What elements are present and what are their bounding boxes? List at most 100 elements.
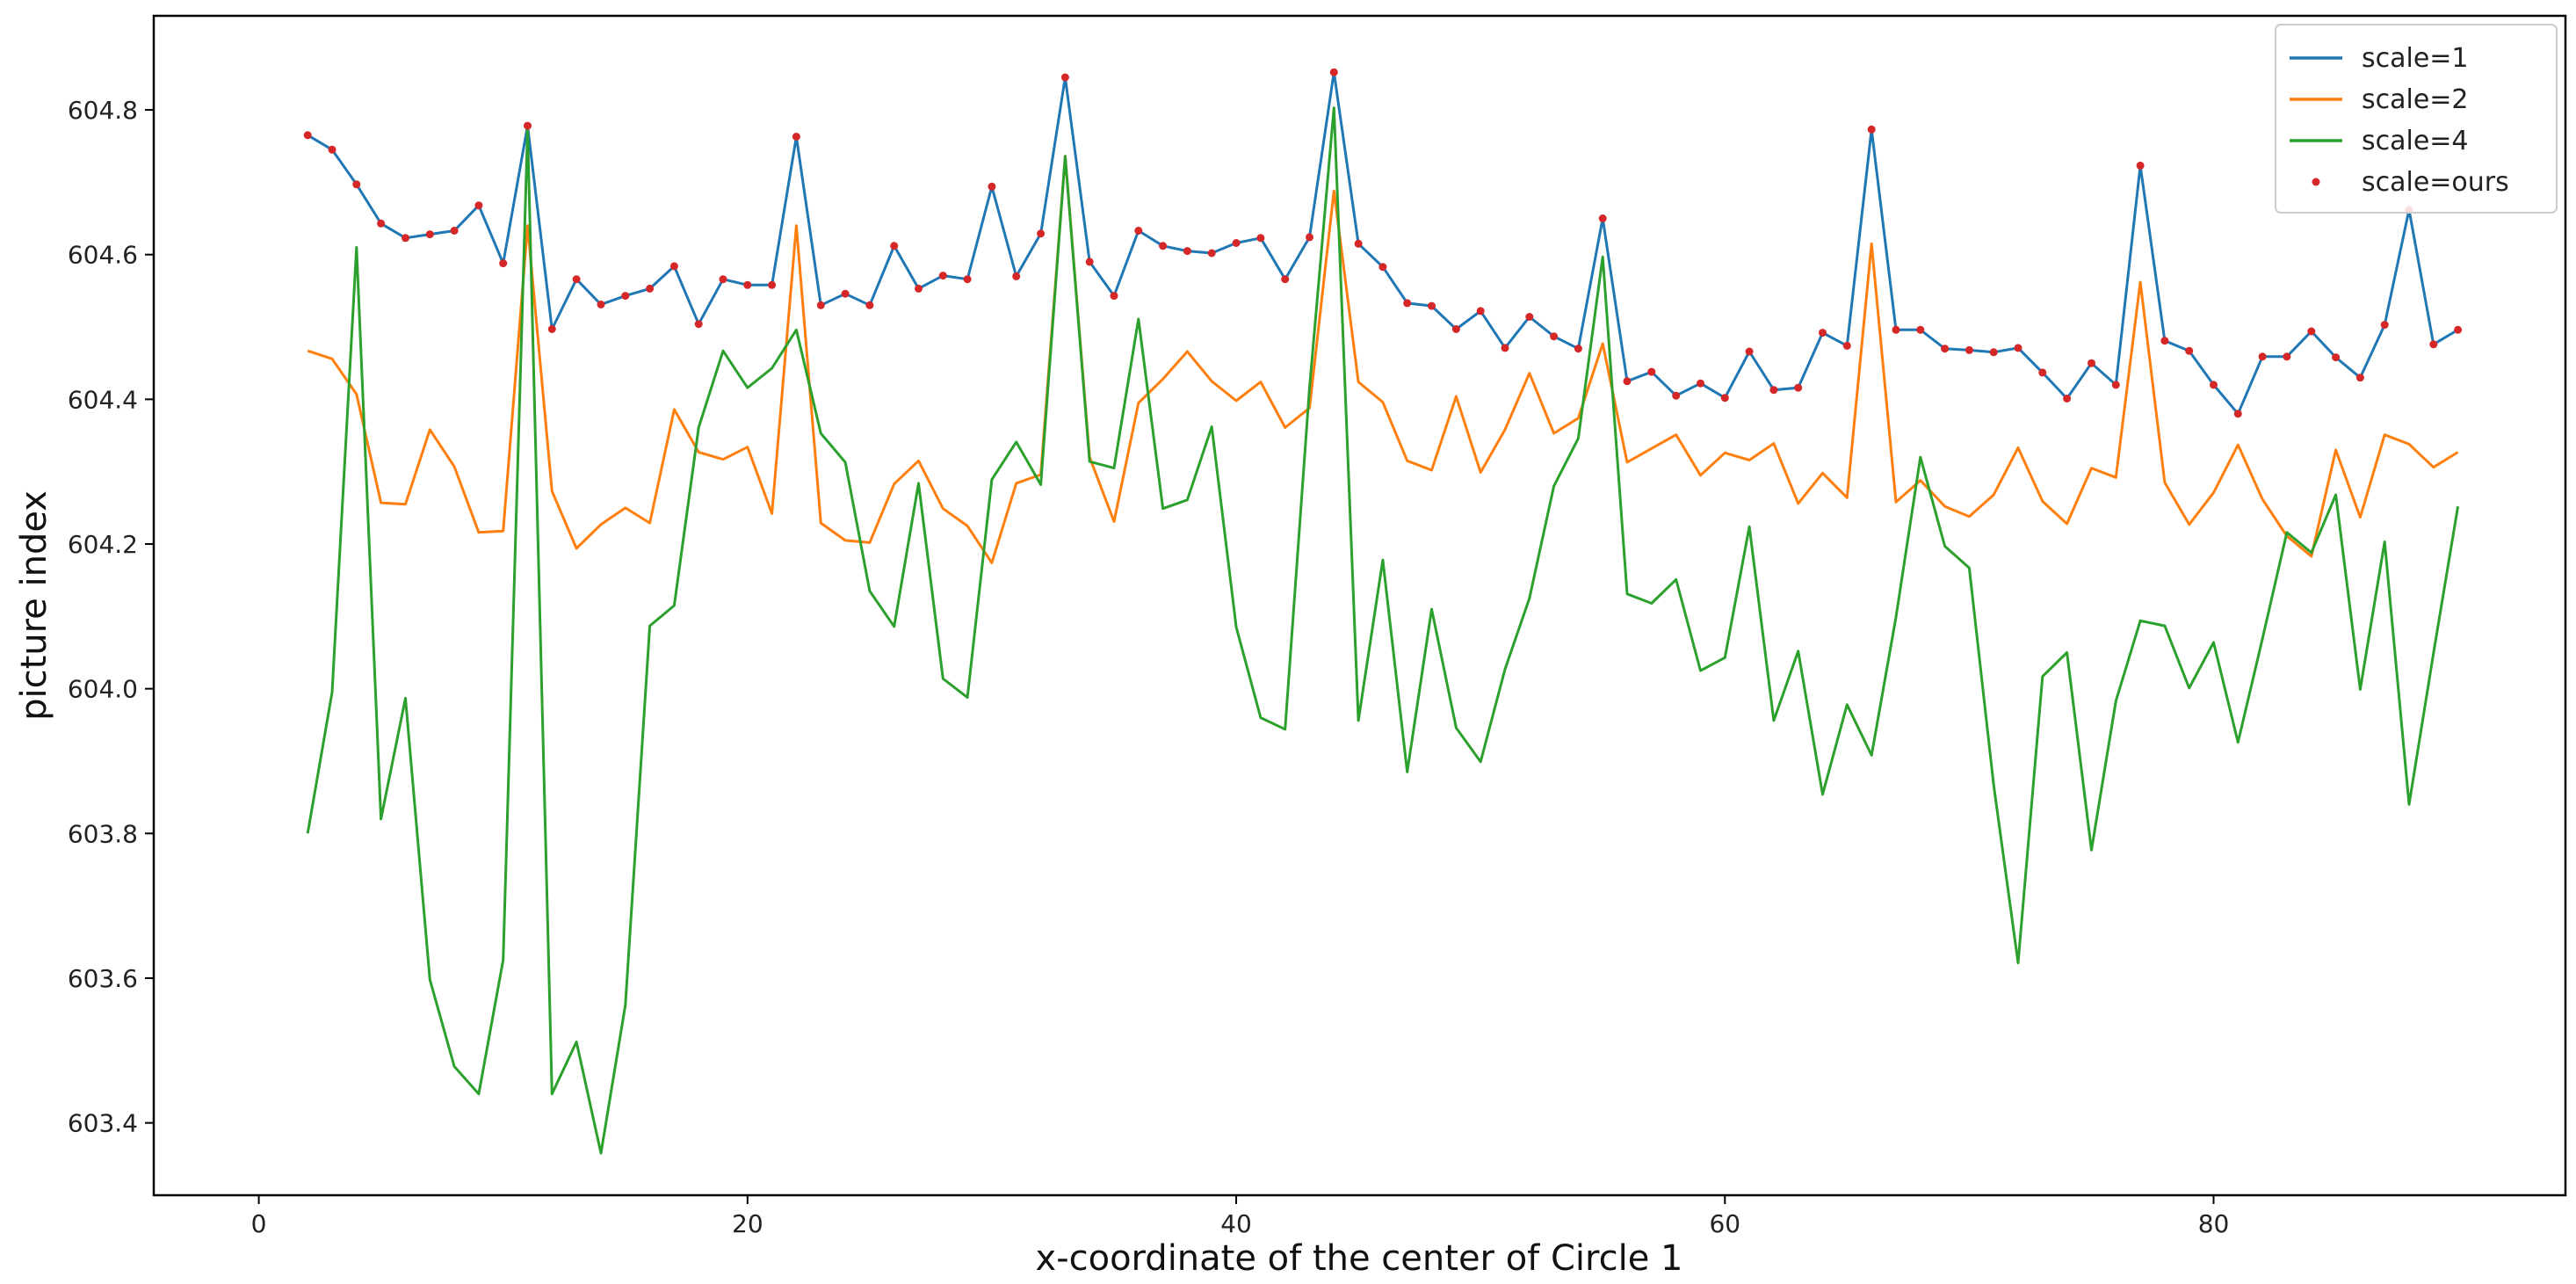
data-point-scale-ours (1403, 299, 1412, 308)
data-point-scale-ours (1697, 379, 1704, 388)
series-line-scale-2 (307, 155, 2459, 564)
y-axis-label: picture index (14, 490, 54, 721)
data-point-scale-ours (1892, 325, 1900, 334)
legend-label-scale-1: scale=1 (2362, 43, 2469, 74)
data-point-scale-ours (450, 227, 459, 235)
data-point-scale-ours (1941, 345, 1950, 353)
data-point-scale-ours (1134, 227, 1143, 235)
data-point-scale-ours (1794, 383, 1803, 392)
data-point-scale-ours (719, 275, 727, 284)
data-point-scale-ours (303, 131, 312, 140)
y-tick-label: 604.0 (68, 675, 138, 704)
data-point-scale-ours (1329, 68, 1338, 76)
x-tick-label: 40 (1220, 1209, 1252, 1238)
data-point-scale-ours (1183, 247, 1191, 256)
data-point-scale-ours (2160, 337, 2169, 345)
data-point-scale-ours (1647, 367, 1656, 376)
data-point-scale-ours (524, 121, 532, 130)
series-layer (303, 68, 2463, 1155)
data-point-scale-ours (890, 242, 899, 250)
data-point-scale-ours (792, 133, 800, 141)
data-point-scale-ours (2014, 344, 2022, 352)
data-point-scale-ours (1159, 242, 1168, 250)
data-point-scale-ours (1525, 313, 1534, 321)
data-point-scale-ours (1012, 272, 1021, 280)
data-point-scale-ours (2454, 325, 2463, 334)
y-tick-label: 604.4 (68, 385, 138, 414)
data-point-scale-ours (1378, 263, 1387, 272)
data-point-scale-ours (1598, 214, 1607, 222)
data-point-scale-ours (425, 230, 434, 239)
x-axis: 0 20 40 60 80 (251, 1195, 2229, 1238)
data-point-scale-ours (572, 275, 581, 284)
data-point-scale-ours (768, 280, 777, 289)
legend-label-scale-2: scale=2 (2362, 84, 2469, 115)
data-point-scale-ours (1574, 345, 1582, 353)
data-point-scale-ours (328, 145, 336, 154)
legend-box (2275, 24, 2558, 214)
data-point-scale-ours (1232, 239, 1241, 247)
data-point-scale-ours (597, 301, 605, 308)
data-point-scale-ours (2111, 381, 2120, 389)
data-point-scale-ours (2088, 359, 2095, 367)
data-point-scale-ours (2429, 340, 2438, 349)
data-point-scale-ours (474, 201, 483, 210)
data-point-scale-ours (669, 262, 678, 271)
data-point-scale-ours (2258, 352, 2267, 361)
data-point-scale-ours (865, 301, 874, 309)
data-point-scale-ours (1451, 325, 1460, 333)
data-point-scale-ours (1476, 307, 1485, 316)
data-point-scale-ours (621, 292, 630, 301)
data-point-scale-ours (1745, 347, 1754, 356)
data-point-scale-ours (1428, 301, 1436, 310)
data-point-scale-ours (1720, 394, 1729, 403)
data-point-scale-ours (988, 182, 996, 191)
legend-label-scale-4: scale=4 (2362, 126, 2469, 156)
series-line-scale-4 (306, 106, 2460, 1155)
data-point-scale-ours (1501, 344, 1509, 352)
data-point-scale-ours (377, 219, 386, 228)
data-point-scale-ours (1110, 292, 1118, 301)
data-point-scale-ours (1060, 73, 1069, 82)
data-point-scale-ours (2355, 374, 2364, 382)
data-point-scale-ours (1623, 377, 1632, 386)
data-point-scale-ours (938, 272, 947, 280)
data-point-scale-ours (1037, 229, 1046, 238)
data-point-scale-ours (1989, 348, 1998, 357)
data-point-scale-ours (1842, 341, 1851, 350)
data-point-scale-ours (2210, 381, 2218, 389)
data-point-scale-ours (2307, 327, 2316, 336)
legend-swatch-scale-ours (2312, 178, 2320, 186)
data-point-scale-ours (1965, 345, 1973, 354)
y-tick-label: 603.8 (68, 819, 138, 848)
data-point-scale-ours (1819, 329, 1827, 337)
data-point-scale-ours (2233, 410, 2242, 418)
data-point-scale-ours (1769, 386, 1778, 395)
plot-area (154, 16, 2565, 1195)
data-point-scale-ours (352, 180, 361, 189)
data-point-scale-ours (694, 320, 703, 329)
legend: scale=1 scale=2 scale=4 scale=ours (2275, 24, 2558, 214)
y-tick-label: 604.6 (68, 241, 138, 270)
x-axis-label: x-coordinate of the center of Circle 1 (1036, 1238, 1683, 1279)
data-point-scale-ours (2038, 368, 2047, 377)
data-point-scale-ours (1867, 125, 1876, 134)
y-tick-label: 604.8 (68, 96, 138, 125)
x-tick-label: 20 (732, 1209, 763, 1238)
plot-frame (152, 14, 2567, 1197)
data-point-scale-ours (1354, 239, 1363, 248)
data-point-scale-ours (2063, 395, 2072, 403)
legend-label-scale-ours: scale=ours (2362, 167, 2509, 198)
y-axis: 603.4 603.6 603.8 604.0 604.2 604.4 604.6 604.8 (68, 96, 154, 1138)
y-tick-label: 603.4 (68, 1109, 138, 1138)
x-tick-label: 0 (251, 1209, 267, 1238)
data-point-scale-ours (743, 280, 752, 289)
data-point-scale-ours (963, 275, 972, 284)
data-point-scale-ours (1256, 234, 1265, 243)
data-point-scale-ours (1281, 275, 1290, 284)
data-point-scale-ours (1207, 249, 1216, 258)
data-point-scale-ours (499, 259, 508, 268)
data-point-scale-ours (915, 284, 923, 293)
data-point-scale-ours (2380, 321, 2389, 330)
